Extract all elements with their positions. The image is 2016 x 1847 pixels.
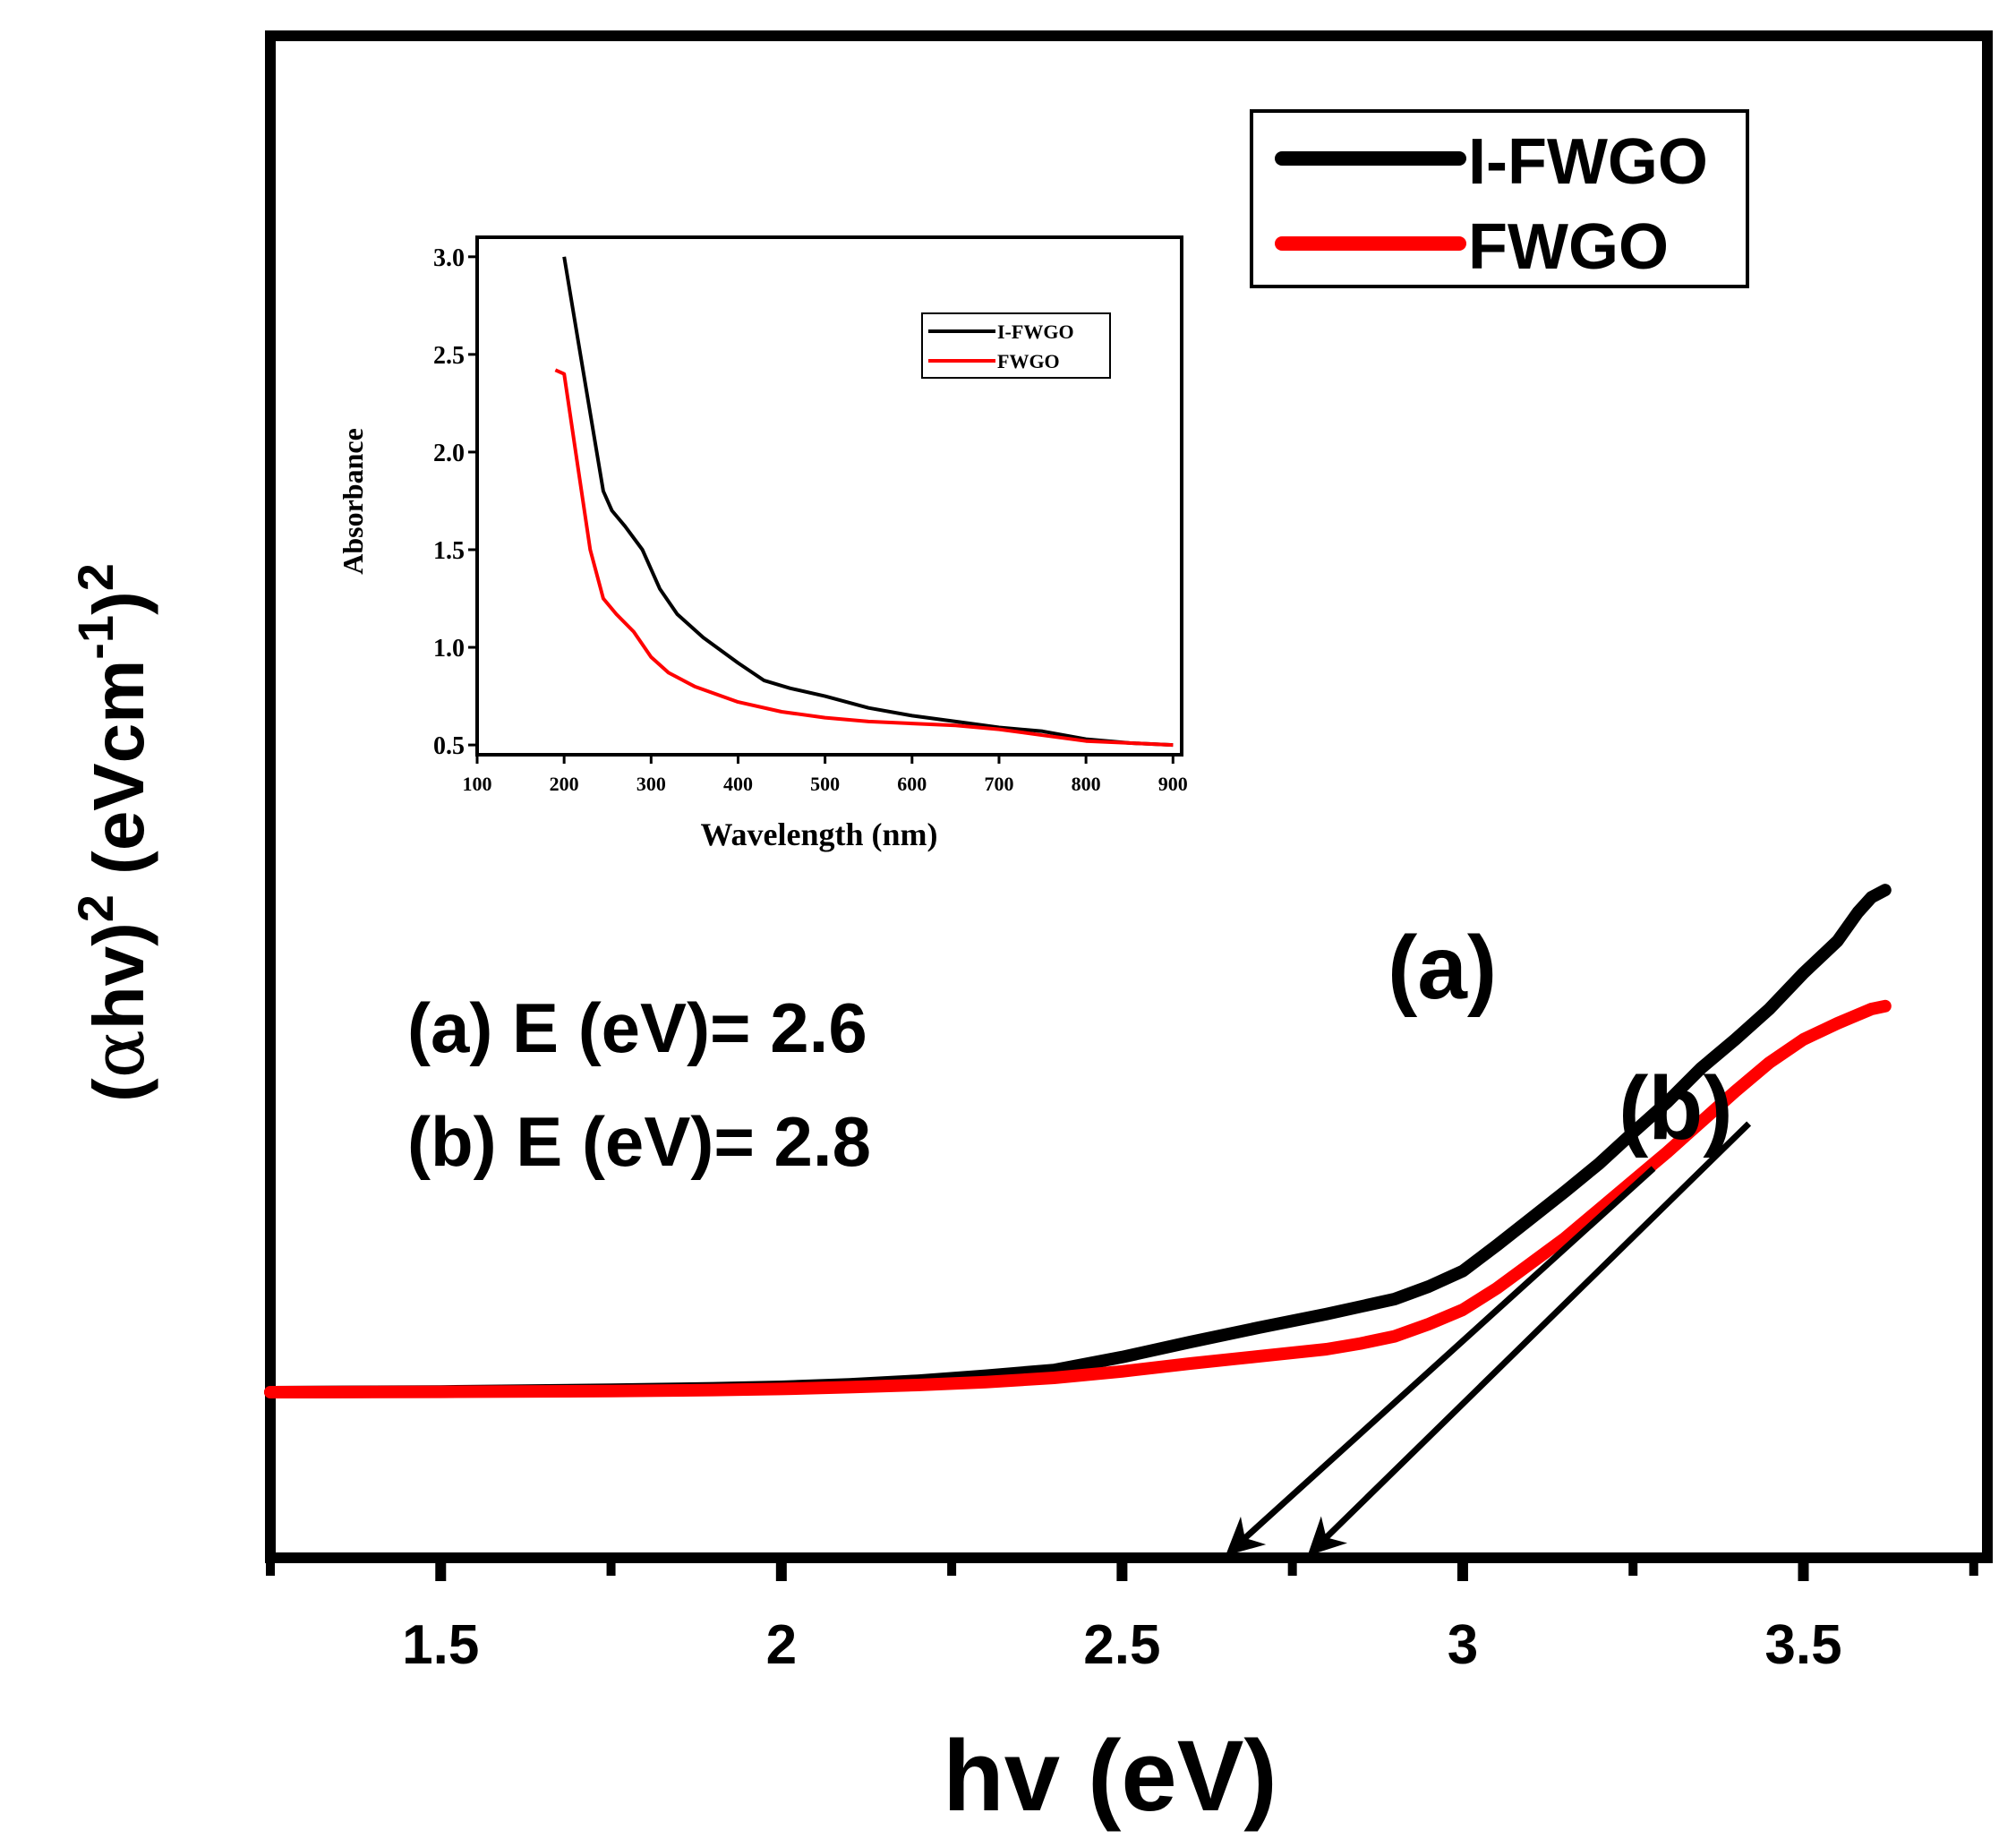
inset-legend: I-FWGO FWGO — [921, 312, 1111, 379]
main-x-ticks — [266, 1558, 1978, 1581]
tangent-line-b — [1307, 1121, 1752, 1556]
main-legend-label-fwgo: FWGO — [1468, 211, 1669, 283]
main-x-tick-label: 3 — [1448, 1614, 1478, 1676]
inset-x-tick-label: 100 — [463, 773, 492, 795]
main-series-fwgo-line — [264, 999, 1892, 1398]
tangent-lines — [1225, 1121, 1752, 1556]
inset-y-tick-label: 3.0 — [433, 244, 465, 272]
inset-x-tick-label: 500 — [810, 773, 840, 795]
inset-legend-box — [921, 312, 1111, 379]
main-legend-label-i-fwgo: I-FWGO — [1468, 126, 1708, 198]
band-gap-b-annotation: (b) E (eV)= 2.8 — [407, 1102, 871, 1181]
inset-y-tick-label: 1.5 — [433, 537, 465, 565]
inset-x-tick-label: 800 — [1072, 773, 1101, 795]
main-x-axis-label: hv (eV) — [943, 1720, 1277, 1832]
main-legend: I-FWGO FWGO — [1250, 109, 1749, 288]
curve-a-label: (a) — [1388, 918, 1497, 1018]
main-x-tick-label: 2.5 — [1083, 1614, 1160, 1676]
main-x-tick-labels: 1.5 2 2.5 3 3.5 — [402, 1614, 1841, 1676]
main-y-axis-label: (αhv)2 (eVcm-1)2 — [67, 563, 160, 1102]
inset-y-tick-label: 0.5 — [433, 732, 465, 760]
inset-x-tick-label: 900 — [1158, 773, 1188, 795]
main-series-group — [264, 884, 1892, 1398]
inset-x-axis-label: Wavelength (nm) — [701, 817, 938, 852]
main-x-tick-label: 1.5 — [402, 1614, 479, 1676]
inset-x-tick-label: 200 — [550, 773, 579, 795]
inset-ticks — [468, 255, 1175, 764]
inset-tick-labels: 100 200 300 400 500 600 700 800 900 0.5 1.0 1.5 2.0 2… — [433, 244, 1188, 795]
inset-legend-label-fwgo: FWGO — [997, 350, 1060, 372]
inset-chart: 100 200 300 400 500 600 700 800 900 0.5 1.0 1.5 2.0 2… — [337, 235, 1188, 852]
main-legend-box — [1250, 109, 1749, 288]
inset-legend-label-i-fwgo: I-FWGO — [997, 321, 1074, 343]
inset-x-tick-label: 400 — [723, 773, 753, 795]
tangent-line-a — [1225, 1166, 1656, 1556]
main-x-tick-label: 3.5 — [1764, 1614, 1841, 1676]
inset-series-i-fwgo-line — [562, 256, 1174, 748]
main-plot-frame — [265, 30, 1993, 1563]
inset-x-tick-label: 700 — [984, 773, 1013, 795]
inset-series-group — [554, 256, 1174, 748]
inset-y-tick-label: 2.0 — [433, 440, 465, 467]
inset-x-tick-label: 300 — [636, 773, 666, 795]
inset-y-tick-label: 1.0 — [433, 635, 465, 663]
main-x-tick-label: 2 — [766, 1614, 797, 1676]
inset-y-axis-label: Absorbance — [337, 428, 369, 575]
inset-x-tick-label: 600 — [897, 773, 927, 795]
curve-b-label: (b) — [1619, 1058, 1733, 1159]
inset-y-tick-label: 2.5 — [433, 342, 465, 370]
band-gap-a-annotation: (a) E (eV)= 2.6 — [407, 988, 867, 1067]
inset-series-fwgo-line — [554, 368, 1174, 748]
